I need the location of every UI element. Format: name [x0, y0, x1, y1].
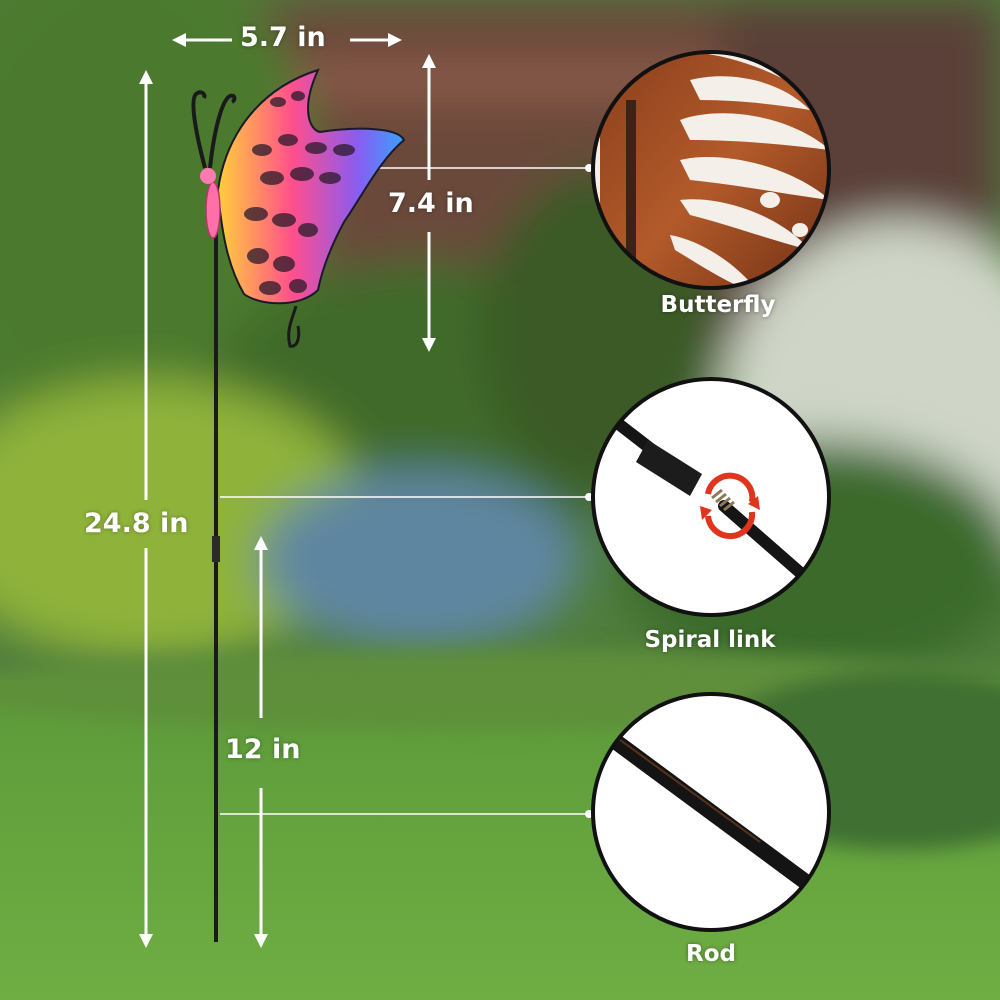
dimension-lines — [139, 33, 436, 948]
callout-leaders — [220, 167, 588, 815]
callout-butterfly-detail — [591, 50, 831, 290]
callout-spiral-link-detail — [591, 377, 831, 617]
butterfly-ornament — [191, 68, 406, 348]
garden-stake-rod — [212, 230, 220, 942]
leader-dot — [585, 493, 593, 501]
callout-rod-detail — [591, 692, 831, 932]
rod-caption: Rod — [686, 941, 736, 967]
height-dimension-label: 7.4 in — [388, 188, 474, 219]
width-dimension-label: 5.7 in — [240, 22, 326, 53]
spiral-link-caption: Spiral link — [644, 627, 776, 653]
lower-height-label: 12 in — [225, 734, 301, 765]
total-height-label: 24.8 in — [84, 508, 189, 539]
butterfly-caption: Butterfly — [660, 292, 776, 318]
rotate-arrow-icon — [705, 472, 756, 540]
